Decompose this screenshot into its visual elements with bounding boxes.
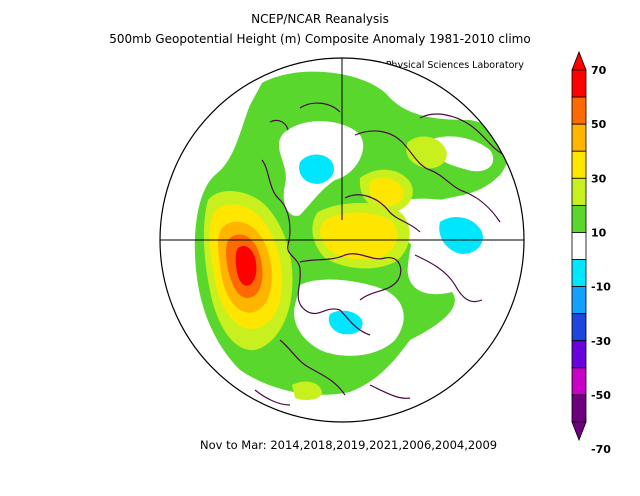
- colorbar-segment: [571, 96, 587, 125]
- hemisphere-outline: [159, 57, 525, 423]
- colorbar: 70 50 30 10 -10 -30 -50 -70: [571, 50, 611, 456]
- colorbar-segment: [571, 232, 587, 260]
- graticule: [160, 58, 524, 241]
- anomaly-contour-70: [235, 246, 257, 286]
- colorbar-tick-label: 50: [591, 118, 607, 131]
- coastlines: [254, 102, 506, 406]
- anomaly-contour-neg10: [299, 154, 483, 335]
- colorbar-segment: [571, 367, 587, 396]
- composite-years-label: Nov to Mar: 2014,2018,2019,2021,2006,200…: [200, 438, 498, 452]
- colorbar-tick-label: -30: [591, 335, 611, 348]
- colorbar-arrow-bottom: [571, 421, 587, 442]
- chart-title: NCEP/NCAR Reanalysis: [251, 12, 389, 26]
- colorbar-tick-label: -10: [591, 281, 611, 294]
- colorbar-segment: [571, 69, 587, 98]
- colorbar-tick-label: -50: [591, 389, 611, 402]
- anomaly-map: [160, 58, 524, 422]
- colorbar-segment: [571, 204, 587, 233]
- colorbar-segment: [571, 340, 587, 369]
- colorbar-tick-label: -70: [591, 443, 611, 456]
- colorbar-segment: [571, 313, 587, 342]
- colorbar-segment: [571, 394, 587, 423]
- credit-label: NOAA Physical Sciences Laboratory: [355, 60, 524, 71]
- colorbar-tick-label: 70: [591, 64, 607, 77]
- colorbar-segment: [571, 286, 587, 315]
- colorbar-segment: [571, 177, 587, 206]
- colorbar-segment: [571, 259, 587, 288]
- colorbar-tick-label: 10: [591, 226, 607, 239]
- chart-subtitle: 500mb Geopotential Height (m) Composite …: [109, 32, 531, 46]
- colorbar-segment: [571, 150, 587, 179]
- colorbar-segment: [571, 123, 587, 152]
- colorbar-tick-label: 30: [591, 172, 607, 185]
- colorbar-arrow-top: [571, 50, 587, 71]
